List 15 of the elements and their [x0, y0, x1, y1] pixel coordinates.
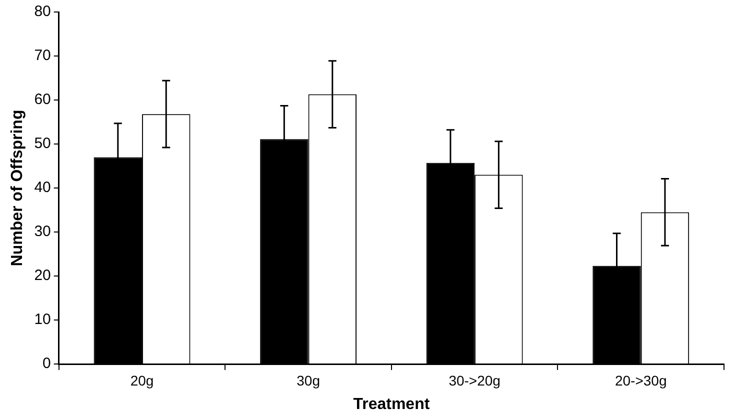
y-tick-label: 30: [34, 223, 51, 240]
y-tick-label: 70: [34, 47, 51, 64]
x-tick-label: 30g: [296, 372, 320, 388]
y-tick-label: 20: [34, 267, 51, 284]
y-tick-label: 50: [34, 135, 51, 152]
y-tick-label: 40: [34, 179, 51, 196]
x-tick-label: 20->30g: [614, 372, 667, 388]
x-tick-label: 20g: [130, 372, 154, 388]
y-axis-title: Number of Offspring: [9, 110, 26, 266]
x-axis-title: Treatment: [353, 396, 430, 413]
y-tick-label: 60: [34, 91, 51, 108]
y-tick-label: 10: [34, 311, 51, 328]
y-tick-label: 80: [34, 3, 51, 20]
y-tick-label: 0: [42, 355, 51, 372]
x-tick-label: 30->20g: [448, 372, 500, 388]
